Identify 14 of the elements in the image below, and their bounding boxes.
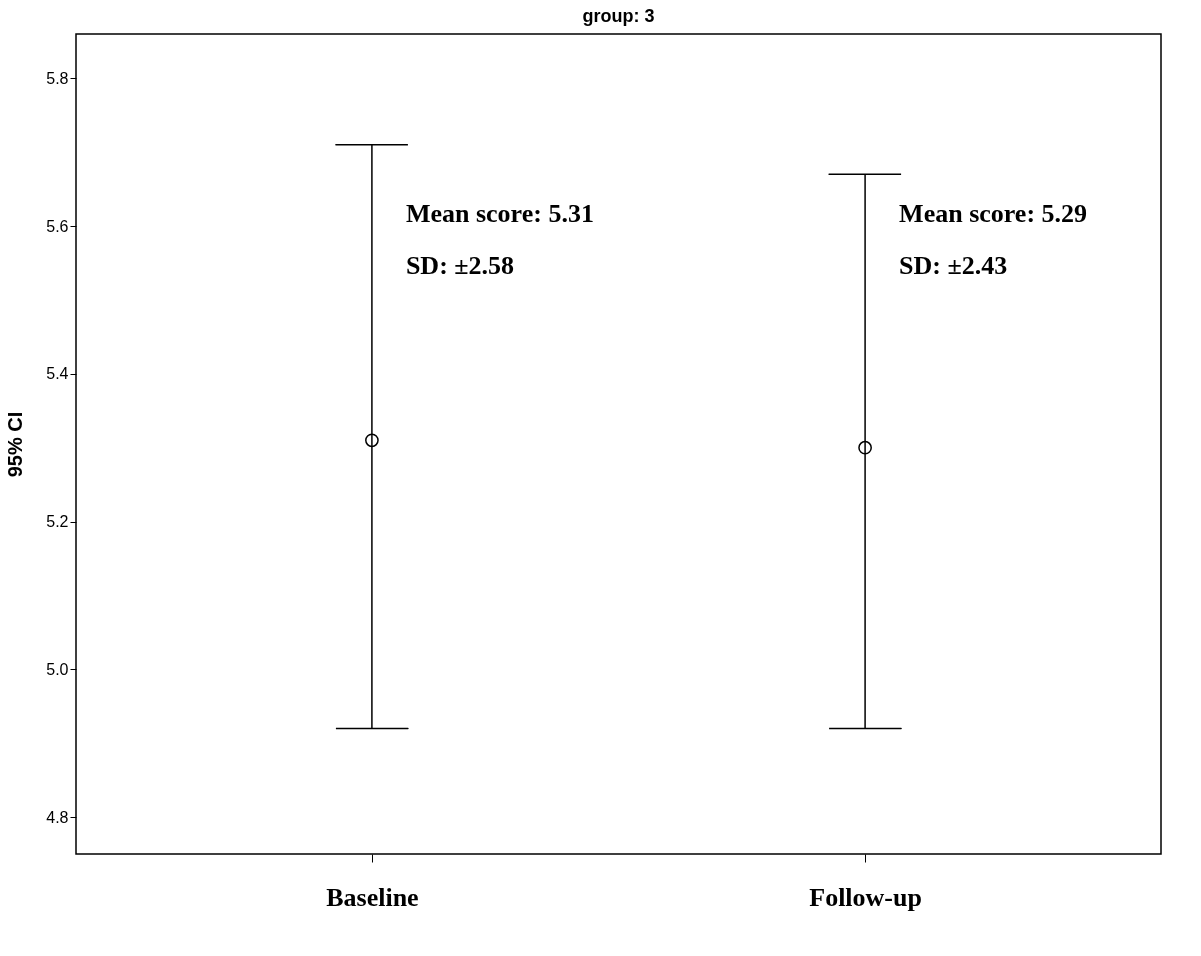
y-tick-label: 5.2 — [46, 513, 69, 531]
y-tick-label: 5.0 — [46, 660, 69, 678]
annotation: Mean score: 5.29 — [899, 199, 1088, 228]
annotation: Mean score: 5.31 — [405, 199, 594, 228]
y-tick-label: 5.6 — [46, 217, 69, 235]
y-tick-label: 4.8 — [46, 808, 69, 826]
x-tick-label: Baseline — [326, 882, 419, 912]
chart-title: group: 3 — [582, 6, 655, 26]
annotation: SD: ±2.43 — [899, 251, 1008, 280]
y-tick-label: 5.4 — [46, 365, 69, 383]
y-tick-label: 5.8 — [46, 69, 69, 87]
annotation: SD: ±2.58 — [405, 251, 515, 280]
x-tick-label: Follow-up — [809, 882, 922, 912]
y-axis-title: 95% CI — [4, 411, 27, 478]
